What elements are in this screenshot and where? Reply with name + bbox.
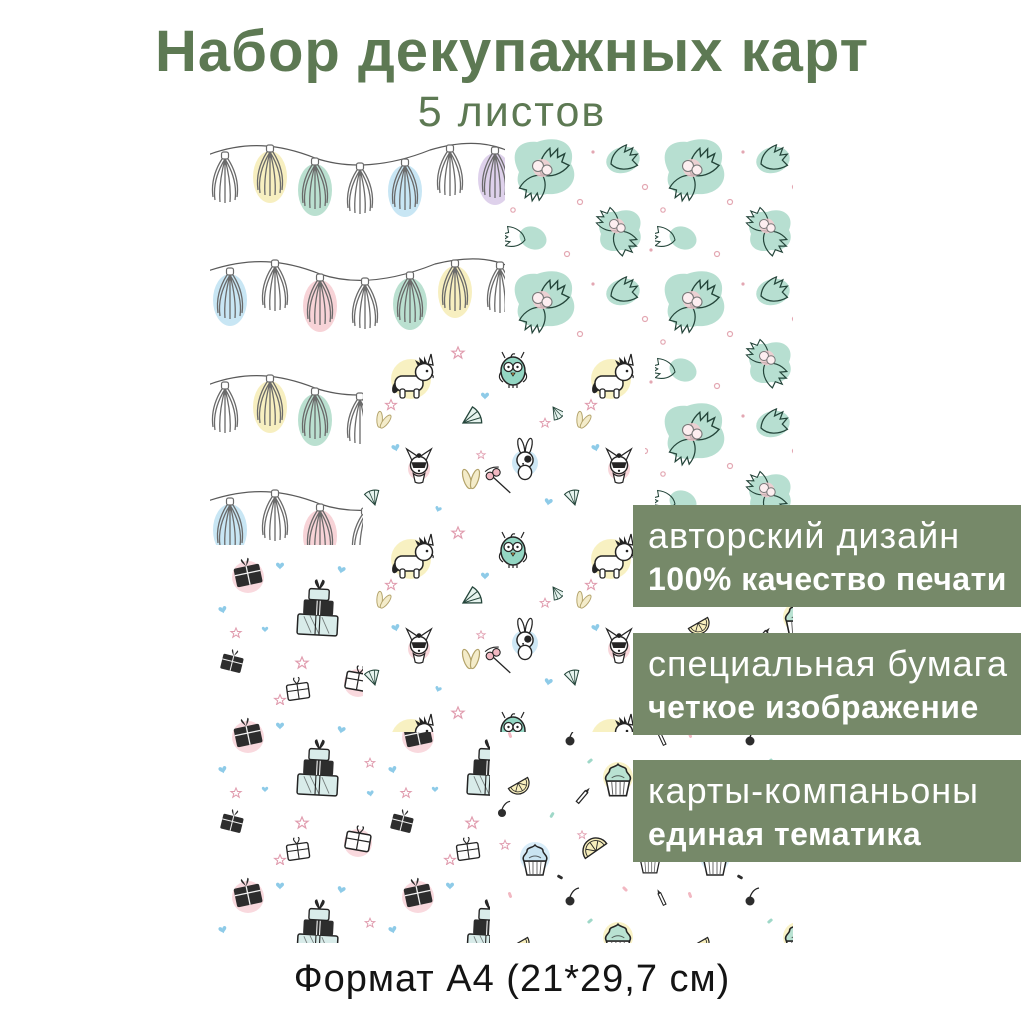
banner-line-bold: четкое изображение [648,688,979,725]
feature-banner-companions: карты-компаньоны единая тематика [633,760,1021,862]
sheet-unicorns-pets [363,337,645,732]
feature-banner-design: авторский дизайн 100% качество печати [633,505,1021,607]
banner-line: авторский дизайн [648,515,961,557]
page-title: Набор декупажных карт [155,19,869,84]
banner-line-bold: единая тематика [648,815,922,852]
format-info: Формат А4 (21*29,7 см) [293,958,731,1000]
unicorns-pets-image [363,337,645,732]
banner-line: карты-компаньоны [648,770,979,812]
banner-line-bold: 100% качество печати [648,560,1007,597]
feature-banner-paper: специальная бумага четкое изображение [633,633,1021,735]
page-subtitle: 5 листов [417,88,607,136]
banner-line: специальная бумага [648,643,1008,685]
